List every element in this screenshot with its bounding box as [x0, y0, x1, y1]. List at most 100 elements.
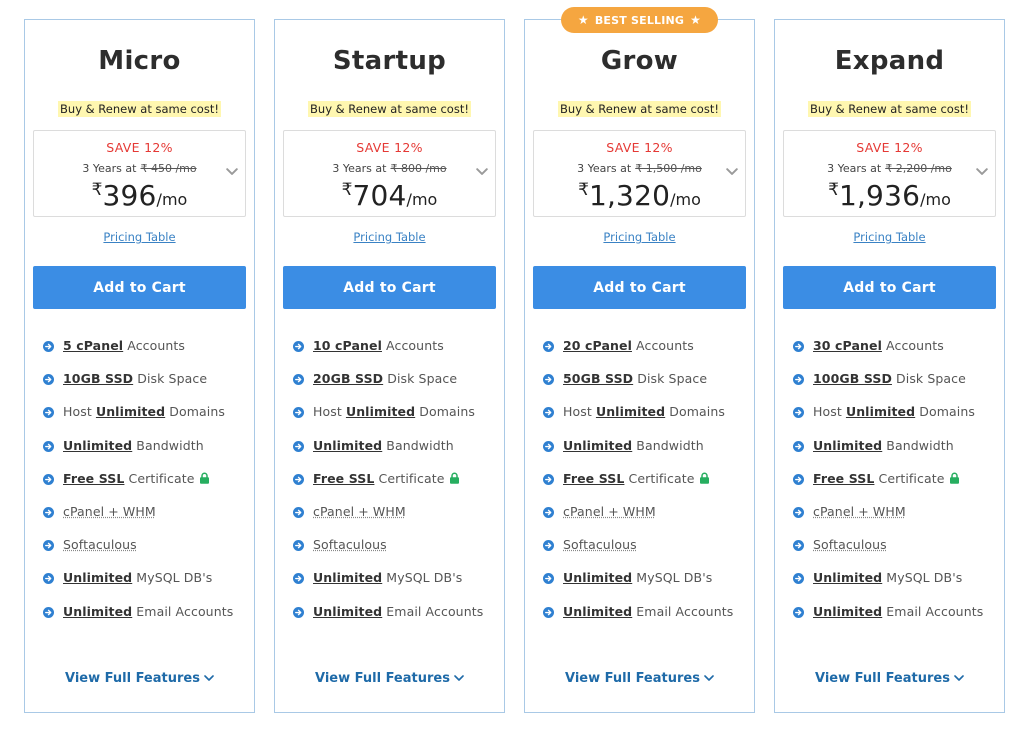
view-full-features-link[interactable]: View Full Features [275, 671, 504, 686]
plan-name: Grow [600, 46, 679, 76]
feature-highlight: Unlimited [595, 404, 666, 420]
arrow-right-circle-icon [793, 606, 804, 618]
feature-text: Certificate [874, 470, 945, 486]
feature-highlight: 20GB SSD [313, 371, 384, 387]
feature-text: MySQL DB's [382, 570, 463, 586]
feature-item: Free SSL Certificate [43, 471, 248, 504]
feature-item: Unlimited MySQL DB's [543, 570, 748, 603]
feature-list: 30 cPanel Accounts 100GB SSD Disk Space Ho… [793, 338, 998, 637]
feature-item: Unlimited Email Accounts [543, 604, 748, 637]
pricing-table-link[interactable]: Pricing Table [353, 230, 426, 244]
feature-highlight: 50GB SSD [563, 371, 634, 387]
feature-prefix: Host [813, 404, 846, 420]
feature-highlight: 20 cPanel [563, 338, 632, 353]
arrow-right-circle-icon [293, 506, 304, 518]
feature-text: Disk Space [383, 371, 458, 387]
term-label: 3 Years at [332, 162, 387, 175]
feature-text: Domains [915, 404, 975, 420]
feature-highlight: 100GB SSD [813, 371, 892, 387]
pricing-table-link[interactable]: Pricing Table [603, 230, 676, 244]
feature-text: Accounts [631, 338, 694, 353]
feature-text: Softaculous [563, 537, 637, 553]
star-icon: ★ [577, 13, 589, 27]
currency-symbol: ₹ [91, 180, 103, 200]
billing-term-select[interactable]: SAVE 12% 3 Years at ₹ 450 /mo ₹396/mo [33, 130, 246, 217]
feature-item: 10GB SSD Disk Space [43, 371, 248, 404]
feature-item: 5 cPanel Accounts [43, 338, 248, 371]
feature-prefix: Host [313, 404, 346, 420]
add-to-cart-button[interactable]: Add to Cart [533, 266, 746, 309]
term-label: 3 Years at [827, 162, 882, 175]
arrow-right-circle-icon [793, 407, 804, 419]
renew-note: Buy & Renew at same cost! [308, 101, 471, 117]
pricing-table-link[interactable]: Pricing Table [853, 230, 926, 244]
feature-text: MySQL DB's [632, 570, 713, 586]
feature-item: 10 cPanel Accounts [293, 338, 498, 371]
feature-text: Disk Space [633, 371, 708, 387]
feature-item: Softaculous [43, 537, 248, 570]
price-period: /mo [156, 190, 188, 209]
save-percent: SAVE 12% [106, 140, 173, 155]
add-to-cart-button[interactable]: Add to Cart [33, 266, 246, 309]
plan-card-grow: ★ BEST SELLING ★ Grow Buy & Renew at same co… [524, 7, 755, 713]
view-full-features-link[interactable]: View Full Features [775, 671, 1004, 686]
feature-highlight: Free SSL [813, 470, 875, 486]
billing-term-select[interactable]: SAVE 12% 3 Years at ₹ 1,500 /mo ₹1,320/mo [533, 130, 746, 217]
feature-text: Certificate [124, 470, 195, 486]
feature-item: Unlimited Bandwidth [293, 438, 498, 471]
add-to-cart-button[interactable]: Add to Cart [283, 266, 496, 309]
feature-list: 10 cPanel Accounts 20GB SSD Disk Space Hos… [293, 338, 498, 637]
feature-highlight: Unlimited [813, 603, 883, 619]
feature-highlight: Unlimited [563, 603, 633, 619]
price-amount: 704 [352, 179, 407, 212]
arrow-right-circle-icon [793, 506, 804, 518]
renew-note: Buy & Renew at same cost! [808, 101, 971, 117]
feature-item: Host Unlimited Domains [543, 404, 748, 437]
arrow-right-circle-icon [43, 440, 54, 452]
arrow-right-circle-icon [43, 374, 54, 386]
feature-item: Free SSL Certificate [793, 471, 998, 504]
feature-item: Host Unlimited Domains [293, 404, 498, 437]
billing-term-select[interactable]: SAVE 12% 3 Years at ₹ 2,200 /mo ₹1,936/mo [783, 130, 996, 217]
price-amount: 1,320 [588, 179, 671, 212]
term-label: 3 Years at [82, 162, 137, 175]
feature-item: cPanel + WHM [543, 504, 748, 537]
price-period: /mo [406, 190, 438, 209]
arrow-right-circle-icon [793, 573, 804, 585]
feature-text: Domains [415, 404, 475, 420]
best-selling-badge: ★ BEST SELLING ★ [561, 7, 718, 33]
feature-highlight: 5 cPanel [63, 338, 124, 353]
arrow-right-circle-icon [43, 506, 54, 518]
plan-name: Expand [834, 46, 945, 76]
pricing-table-link[interactable]: Pricing Table [103, 230, 176, 244]
feature-highlight: Unlimited [63, 437, 133, 453]
term-line: 3 Years at ₹ 2,200 /mo [784, 162, 995, 175]
arrow-right-circle-icon [543, 407, 554, 419]
save-percent: SAVE 12% [606, 140, 673, 155]
arrow-right-circle-icon [43, 473, 54, 485]
feature-item: Unlimited Email Accounts [793, 604, 998, 637]
star-icon: ★ [690, 13, 702, 27]
feature-list: 5 cPanel Accounts 10GB SSD Disk Space Host… [43, 338, 248, 637]
feature-item: cPanel + WHM [293, 504, 498, 537]
feature-text: Accounts [381, 338, 444, 353]
price-amount: 396 [102, 179, 157, 212]
arrow-right-circle-icon [293, 540, 304, 552]
view-full-features-link[interactable]: View Full Features [525, 671, 754, 686]
badge-label: BEST SELLING [594, 13, 685, 27]
plan-name: Micro [98, 46, 181, 76]
arrow-right-circle-icon [293, 473, 304, 485]
feature-highlight: Unlimited [95, 404, 166, 420]
currency-symbol: ₹ [341, 180, 353, 200]
arrow-right-circle-icon [543, 440, 554, 452]
price: ₹1,936/mo [784, 179, 995, 212]
arrow-right-circle-icon [793, 341, 804, 352]
billing-term-select[interactable]: SAVE 12% 3 Years at ₹ 800 /mo ₹704/mo [283, 130, 496, 217]
chevron-down-icon [954, 675, 964, 681]
view-full-features-link[interactable]: View Full Features [25, 671, 254, 686]
plan-card-startup: Startup Buy & Renew at same cost! SAVE 12%… [274, 19, 505, 713]
add-to-cart-button[interactable]: Add to Cart [783, 266, 996, 309]
feature-text: Accounts [881, 338, 944, 353]
feature-item: Unlimited MySQL DB's [793, 570, 998, 603]
